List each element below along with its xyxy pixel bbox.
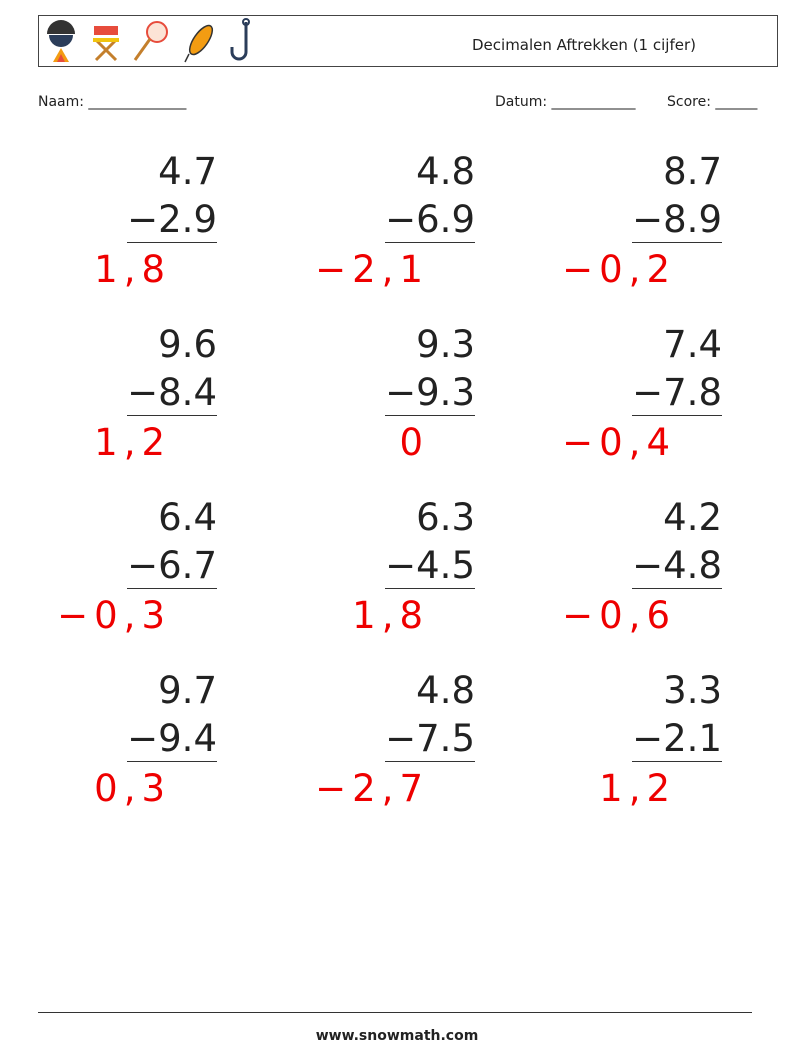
subtrahend-text: −7.5	[385, 717, 475, 762]
answer: −0,6	[562, 594, 676, 637]
date-field: Datum: ____________	[495, 94, 636, 110]
icon-chair	[93, 26, 119, 62]
header-box	[38, 15, 778, 67]
footer-rule	[38, 1012, 752, 1013]
answer: −2,1	[315, 248, 429, 291]
subtrahend-text: −7.8	[632, 371, 722, 416]
answer: 0	[399, 421, 429, 464]
subtrahend: −2.9	[57, 198, 217, 243]
subtrahend-text: −4.5	[385, 544, 475, 589]
answer: 1,8	[352, 594, 429, 637]
answer: 0,3	[94, 767, 171, 810]
subtrahend-text: −2.9	[127, 198, 217, 243]
subtrahend-text: −9.3	[385, 371, 475, 416]
subtrahend: −9.3	[315, 371, 475, 416]
minuend: 4.8	[416, 150, 475, 193]
minuend: 4.8	[416, 669, 475, 712]
minuend: 9.3	[416, 323, 475, 366]
minuend: 3.3	[663, 669, 722, 712]
answer: −0,2	[562, 248, 676, 291]
subtrahend-text: −6.7	[127, 544, 217, 589]
minuend: 8.7	[663, 150, 722, 193]
subtrahend: −7.5	[315, 717, 475, 762]
subtrahend: −4.5	[315, 544, 475, 589]
answer: −0,4	[562, 421, 676, 464]
answer: 1,8	[94, 248, 171, 291]
subtrahend-text: −6.9	[385, 198, 475, 243]
subtrahend-text: −4.8	[632, 544, 722, 589]
subtrahend: −2.1	[562, 717, 722, 762]
minuend: 4.7	[158, 150, 217, 193]
subtrahend-text: −8.4	[127, 371, 217, 416]
subtrahend: −6.9	[315, 198, 475, 243]
icon-net	[133, 21, 168, 61]
minuend: 6.3	[416, 496, 475, 539]
subtrahend: −4.8	[562, 544, 722, 589]
subtrahend: −6.7	[57, 544, 217, 589]
subtrahend: −8.9	[562, 198, 722, 243]
footer: www.snowmath.com	[315, 1028, 479, 1044]
subtrahend: −8.4	[57, 371, 217, 416]
minuend: 6.4	[158, 496, 217, 539]
minuend: 9.6	[158, 323, 217, 366]
subtrahend: −7.8	[562, 371, 722, 416]
subtrahend: −9.4	[57, 717, 217, 762]
icon-lure	[184, 24, 214, 63]
name-field: Naam: ______________	[38, 94, 187, 110]
title: Decimalen Aftrekken (1 cijfer)	[472, 36, 696, 54]
header-icons	[47, 18, 250, 63]
minuend: 7.4	[663, 323, 722, 366]
minuend: 9.7	[158, 669, 217, 712]
icon-pot	[47, 20, 75, 62]
icon-hook	[230, 18, 250, 61]
answer: 1,2	[599, 767, 676, 810]
answer: −2,7	[315, 767, 429, 810]
score-field: Score: ______	[667, 94, 758, 110]
subtrahend-text: −8.9	[632, 198, 722, 243]
answer: 1,2	[94, 421, 171, 464]
subtrahend-text: −9.4	[127, 717, 217, 762]
answer: −0,3	[57, 594, 171, 637]
minuend: 4.2	[663, 496, 722, 539]
subtrahend-text: −2.1	[632, 717, 722, 762]
